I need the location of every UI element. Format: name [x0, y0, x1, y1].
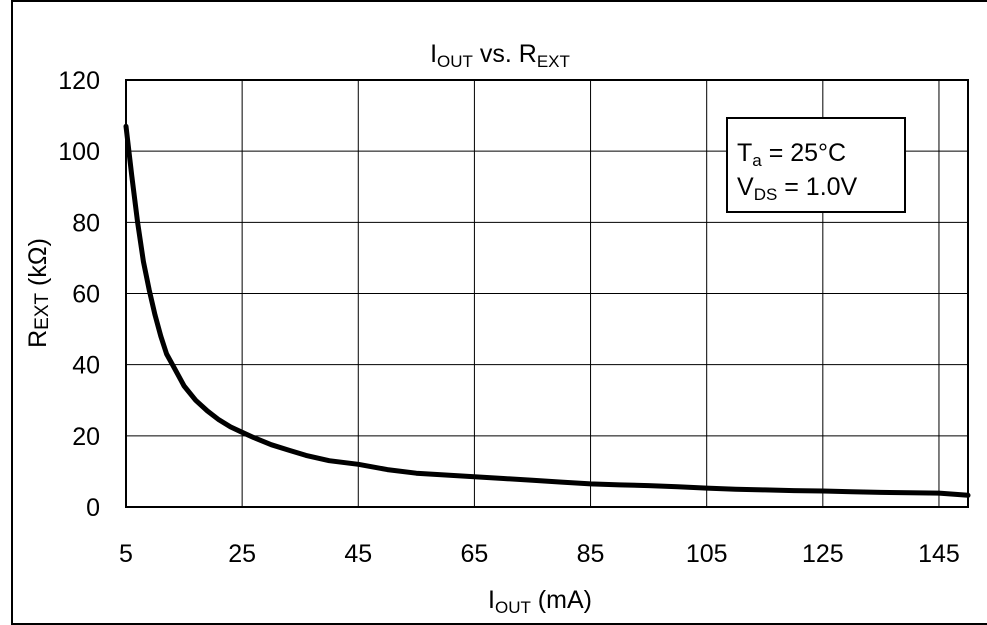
- series-line-0: [123, 123, 971, 498]
- x-tick-label: 65: [461, 540, 489, 568]
- x-tick-label: 145: [918, 540, 960, 568]
- y-tick-label: 80: [72, 209, 100, 237]
- title-subscript-1: OUT: [437, 52, 473, 71]
- x-axis-label-main: I: [488, 586, 495, 614]
- x-axis-label-rest: (mA): [531, 586, 592, 614]
- title-mid: vs. R: [473, 40, 537, 68]
- conditions-annotation: Ta = 25°C VDS = 1.0V: [726, 117, 906, 213]
- x-tick-label: 105: [686, 540, 728, 568]
- y-tick-label: 0: [86, 494, 100, 522]
- y-axis-label-rest: (kΩ): [24, 238, 52, 293]
- x-tick-labels: 5 25 45 65 85 105 125 145: [119, 540, 960, 568]
- y-axis-label: REXT (kΩ): [24, 238, 53, 348]
- y-tick-label: 40: [72, 352, 100, 380]
- annotation-border: [726, 117, 906, 213]
- y-tick-label: 20: [72, 423, 100, 451]
- x-tick-label: 25: [228, 540, 256, 568]
- plot-area: [125, 79, 969, 508]
- y-tick-label: 100: [58, 138, 100, 166]
- y-tick-label: 120: [58, 67, 100, 95]
- annotation-line-temperature: Ta = 25°C: [737, 139, 846, 170]
- x-tick-label: 125: [802, 540, 844, 568]
- x-axis-label: IOUT (mA): [488, 586, 592, 617]
- y-tick-labels: 0 20 40 60 80 100 120: [58, 67, 100, 522]
- y-tick-label: 60: [72, 281, 100, 309]
- x-tick-label: 85: [577, 540, 605, 568]
- y-axis-label-subscript: EXT: [32, 292, 53, 329]
- x-axis-label-subscript: OUT: [495, 598, 531, 617]
- title-subscript-2: EXT: [537, 52, 570, 71]
- x-tick-label: 45: [344, 540, 372, 568]
- y-axis-label-main: R: [24, 330, 52, 348]
- series-layer: [123, 123, 971, 498]
- x-tick-label: 5: [119, 540, 133, 568]
- title-main: I: [430, 40, 437, 68]
- annotation-line-voltage: VDS = 1.0V: [737, 173, 858, 204]
- chart-title: IOUT vs. REXT: [430, 40, 570, 71]
